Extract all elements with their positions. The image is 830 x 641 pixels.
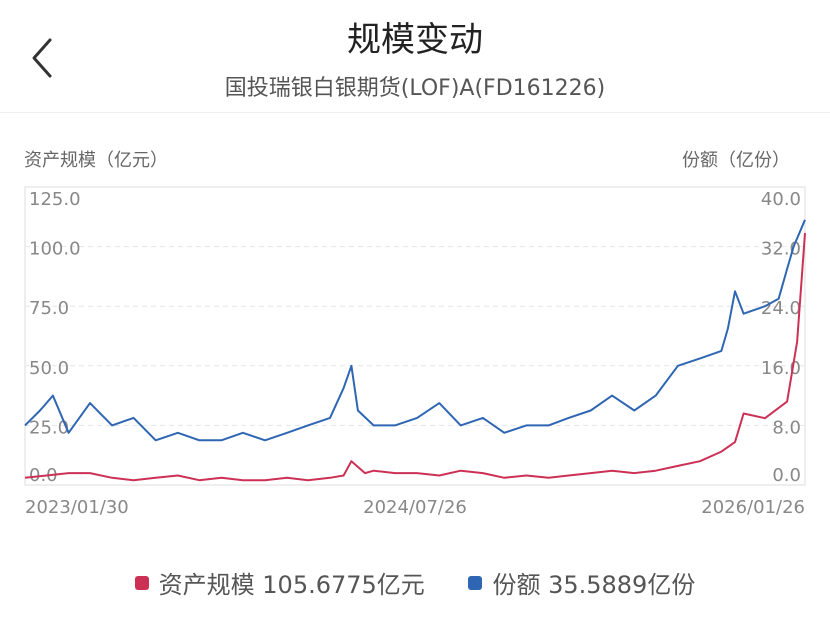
right-tick-label: 0.0 <box>772 465 801 486</box>
asset-scale-line <box>24 232 806 482</box>
right-tick-label: 8.0 <box>772 417 801 438</box>
x-tick-label: 2026/01/26 <box>701 497 805 518</box>
chevron-left-icon <box>32 38 52 78</box>
right-tick-label: 24.0 <box>761 298 801 319</box>
chart-legend: 资产规模 105.6775亿元 份额 35.5889亿份 <box>0 565 830 600</box>
left-tick-label: 100.0 <box>29 239 81 260</box>
legend-swatch-shares <box>468 575 483 590</box>
scale-chart: 125.0100.075.050.025.00.040.032.024.016.… <box>24 186 806 518</box>
right-tick-label: 16.0 <box>761 358 801 379</box>
back-button[interactable] <box>22 30 66 86</box>
shares-line <box>24 219 806 442</box>
header-bar: 规模变动 国投瑞银白银期货(LOF)A(FD161226) <box>0 0 830 113</box>
fund-subtitle: 国投瑞银白银期货(LOF)A(FD161226) <box>224 76 606 101</box>
legend-item-shares: 份额 35.5889亿份 <box>468 565 695 600</box>
left-tick-label: 125.0 <box>29 189 81 210</box>
legend-label-shares: 份额 35.5889亿份 <box>492 571 696 599</box>
legend-swatch-asset <box>134 575 149 590</box>
left-tick-label: 75.0 <box>29 298 69 319</box>
legend-item-asset: 资产规模 105.6775亿元 <box>134 565 425 600</box>
x-tick-label: 2023/01/30 <box>25 497 129 518</box>
left-axis-title: 资产规模（亿元） <box>24 150 168 171</box>
x-tick-label: 2024/07/26 <box>363 497 467 518</box>
left-tick-label: 25.0 <box>29 417 69 438</box>
page-title: 规模变动 <box>347 20 483 60</box>
right-tick-label: 40.0 <box>761 189 801 210</box>
left-tick-label: 50.0 <box>29 358 69 379</box>
right-axis-title: 份额（亿份） <box>682 150 790 171</box>
plot-border <box>24 186 806 486</box>
legend-label-asset: 资产规模 105.6775亿元 <box>158 571 425 599</box>
